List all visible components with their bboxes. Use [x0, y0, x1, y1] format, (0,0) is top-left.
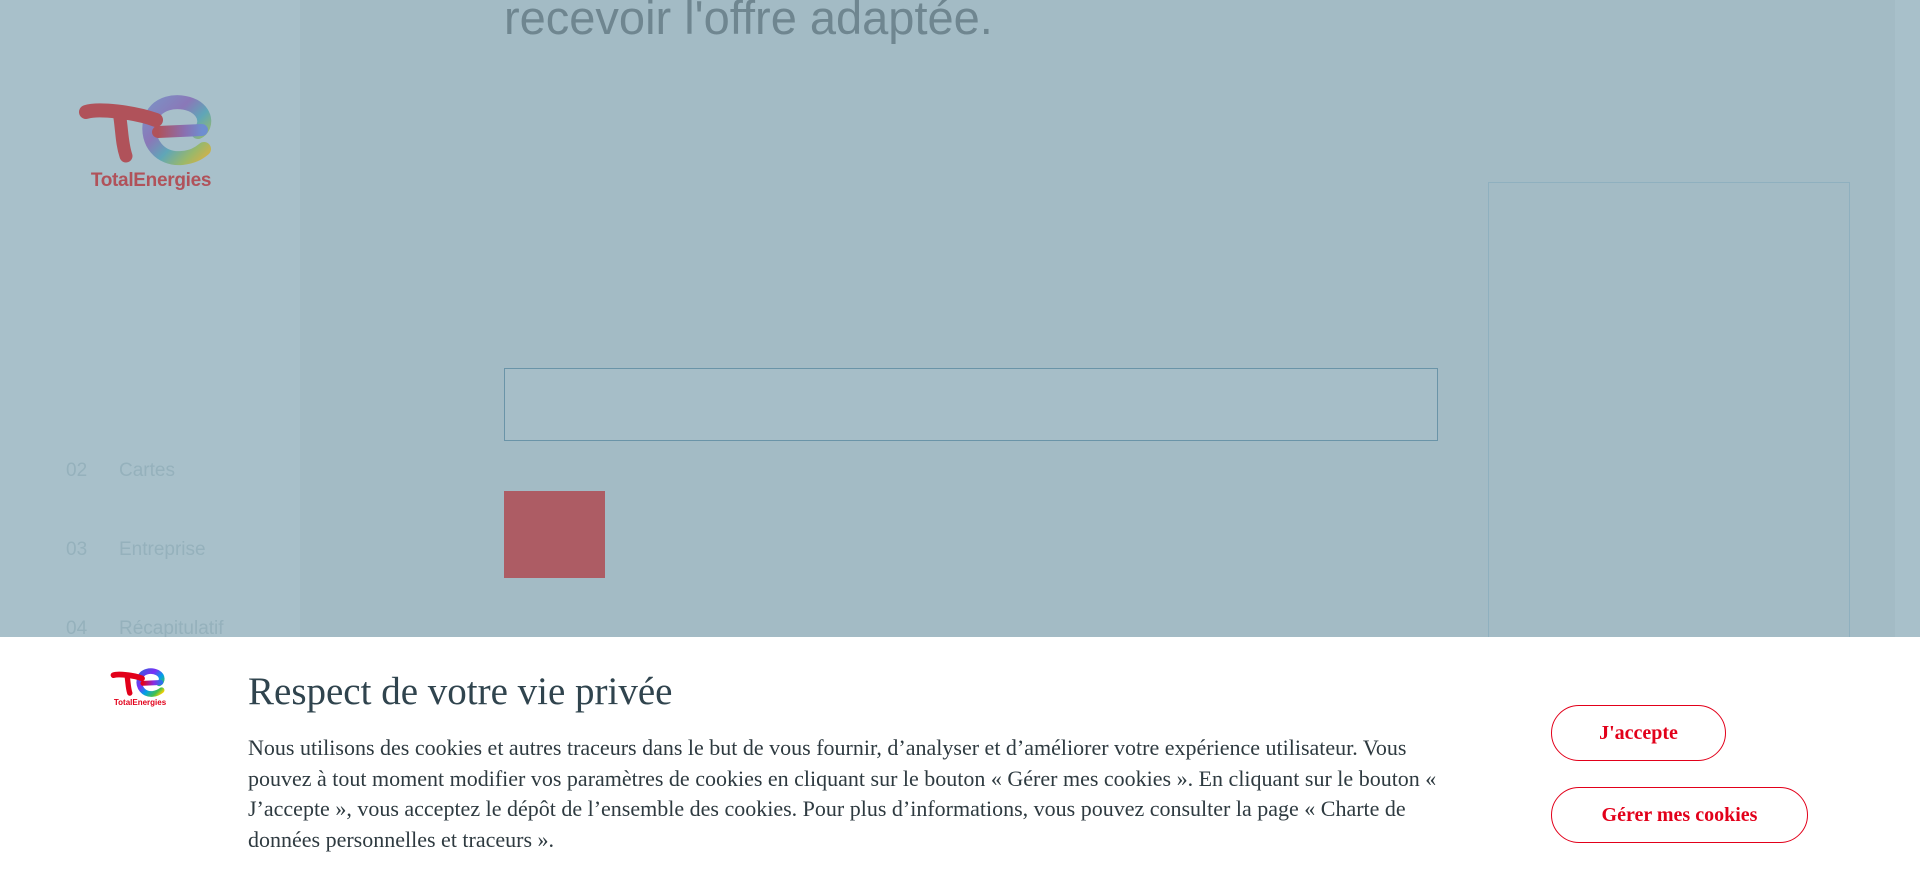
brand-name: TotalEnergies	[90, 170, 212, 191]
step-label: Entreprise	[119, 539, 206, 560]
cookie-banner-text: Nous utilisons des cookies et autres tra…	[248, 735, 1437, 852]
accept-cookies-button[interactable]: J'accepte	[1551, 705, 1726, 761]
cookie-banner-title: Respect de votre vie privée	[248, 670, 673, 713]
step-recapitulatif[interactable]: 04 Récapitulatif	[66, 614, 224, 644]
submit-button[interactable]	[504, 491, 605, 578]
step-number: 03	[66, 539, 88, 560]
page-heading: recevoir l'offre adaptée.	[504, 0, 993, 44]
step-cartes[interactable]: 02 Cartes	[66, 456, 224, 486]
progress-steps: 02 Cartes 03 Entreprise 04 Récapitulatif	[66, 456, 224, 693]
step-entreprise[interactable]: 03 Entreprise	[66, 535, 224, 565]
cookie-logo-name: TotalEnergies	[113, 698, 167, 707]
step-number: 04	[66, 618, 88, 639]
side-panel	[1488, 182, 1850, 880]
totalenergies-logo-icon	[79, 95, 212, 166]
cookie-banner: TotalEnergies Respect de votre vie privé…	[0, 637, 1920, 880]
step-label: Récapitulatif	[119, 618, 224, 639]
manage-cookies-button[interactable]: Gérer mes cookies	[1551, 787, 1808, 843]
totalenergies-logo-icon	[110, 668, 165, 697]
cookie-banner-logo: TotalEnergies	[110, 667, 170, 707]
brand-logo[interactable]: TotalEnergies	[78, 92, 224, 192]
form-input[interactable]	[504, 368, 1438, 441]
step-number: 02	[66, 460, 88, 481]
step-label: Cartes	[119, 460, 175, 481]
